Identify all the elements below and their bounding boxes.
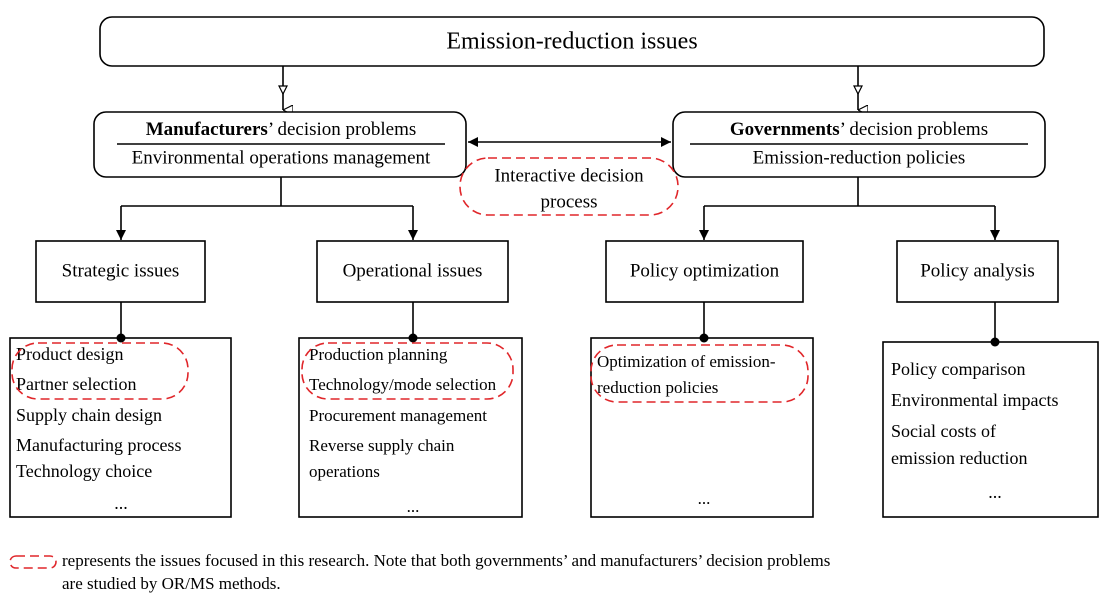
interaction-label: Interactive decision (494, 165, 644, 186)
bold-text: Governments (730, 119, 840, 140)
item-label: Environmental impacts (891, 390, 1058, 410)
text: ’ decision problems (268, 119, 416, 140)
item-label: Policy comparison (891, 359, 1025, 379)
item-box (9, 337, 232, 518)
category-box (316, 240, 509, 303)
category-label: Operational issues (343, 260, 483, 281)
item-box (298, 337, 523, 518)
text: ’ decision problems (840, 119, 988, 140)
category-box (896, 240, 1059, 303)
note-text: are studied by OR/MS methods. (62, 574, 281, 593)
connector-dot (699, 333, 709, 343)
item-label: Technology/mode selection (309, 375, 497, 394)
item-label: Supply chain design (16, 405, 162, 425)
focus-outline (301, 342, 514, 400)
governments-title: Governments’ decision problems (730, 119, 988, 140)
tree-lines (121, 177, 995, 207)
manufacturers-subtitle: Environmental operations management (132, 147, 431, 168)
item-label: Social costs of (891, 421, 996, 441)
item-box (590, 337, 814, 518)
item-label: ... (698, 489, 711, 508)
item-label: Optimization of emission- (597, 352, 776, 371)
item-label: Technology choice (16, 461, 152, 481)
item-label: reduction policies (597, 378, 718, 397)
item-label: Production planning (309, 345, 448, 364)
arrow-head (278, 85, 863, 96)
item-label: Partner selection (16, 374, 136, 394)
top-box (99, 16, 1045, 67)
item-label: ... (114, 493, 128, 513)
interaction-label: process (541, 191, 598, 212)
legend-icon (9, 555, 57, 569)
manufacturers-title: Manufacturers’ decision problems (146, 119, 417, 140)
connector-dot (990, 337, 1000, 347)
item-label: Reverse supply chain (309, 436, 455, 455)
focus-outline (11, 342, 189, 400)
item-label: ... (407, 497, 420, 516)
bold-text: Manufacturers (146, 119, 268, 140)
top-label: Emission-reduction issues (446, 29, 697, 55)
item-label: ... (988, 482, 1002, 502)
category-label: Policy optimization (630, 260, 780, 281)
connector-dot (408, 333, 418, 343)
item-label: Procurement management (309, 406, 487, 425)
item-label: operations (309, 462, 380, 481)
connector-dot (116, 333, 126, 343)
item-label: emission reduction (891, 448, 1027, 468)
item-label: Manufacturing process (16, 435, 181, 455)
item-box (882, 341, 1099, 518)
category-box (605, 240, 804, 303)
category-box (35, 240, 206, 303)
item-label: Product design (16, 344, 124, 364)
governments-subtitle: Emission-reduction policies (753, 147, 966, 168)
note-text: represents the issues focused in this re… (62, 551, 830, 570)
category-label: Policy analysis (920, 260, 1035, 281)
category-label: Strategic issues (62, 260, 180, 281)
